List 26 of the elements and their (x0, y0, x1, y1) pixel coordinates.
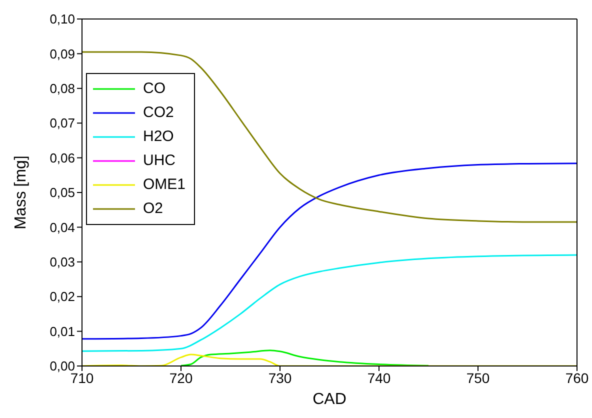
x-tick-label: 760 (565, 370, 589, 386)
y-tick-label: 0,04 (50, 220, 75, 235)
x-tick-label: 750 (466, 370, 490, 386)
legend-label: UHC (143, 151, 176, 171)
y-tick-label: 0,08 (50, 81, 75, 96)
y-tick-label: 0,10 (50, 12, 75, 27)
line-series (82, 254, 577, 352)
legend-label: CO2 (143, 103, 174, 123)
y-axis-title: Mass [mg] (12, 156, 30, 230)
y-tick-label: 0,07 (50, 116, 75, 131)
legend-label: O2 (143, 199, 164, 219)
y-tick-label: 0,03 (50, 254, 75, 270)
legend-label: H2O (143, 127, 174, 147)
x-tick-label: 730 (268, 370, 292, 386)
y-tick-label: 0,06 (50, 150, 75, 166)
x-axis-title: CAD (312, 391, 346, 408)
y-tick-label: 0,05 (50, 185, 75, 200)
y-tick-label: 0,01 (50, 324, 75, 339)
y-tick-label: 0,09 (50, 46, 75, 62)
line-series (180, 350, 430, 366)
x-tick-label: 720 (169, 370, 193, 386)
line-series (82, 51, 577, 223)
legend-label: CO (143, 79, 166, 99)
x-tick-label: 740 (367, 370, 391, 386)
y-tick-label: 0,02 (50, 289, 75, 304)
legend-label: OME1 (143, 175, 186, 195)
